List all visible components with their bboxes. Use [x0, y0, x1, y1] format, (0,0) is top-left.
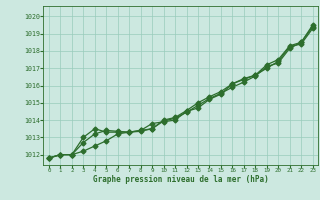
- X-axis label: Graphe pression niveau de la mer (hPa): Graphe pression niveau de la mer (hPa): [93, 175, 269, 184]
